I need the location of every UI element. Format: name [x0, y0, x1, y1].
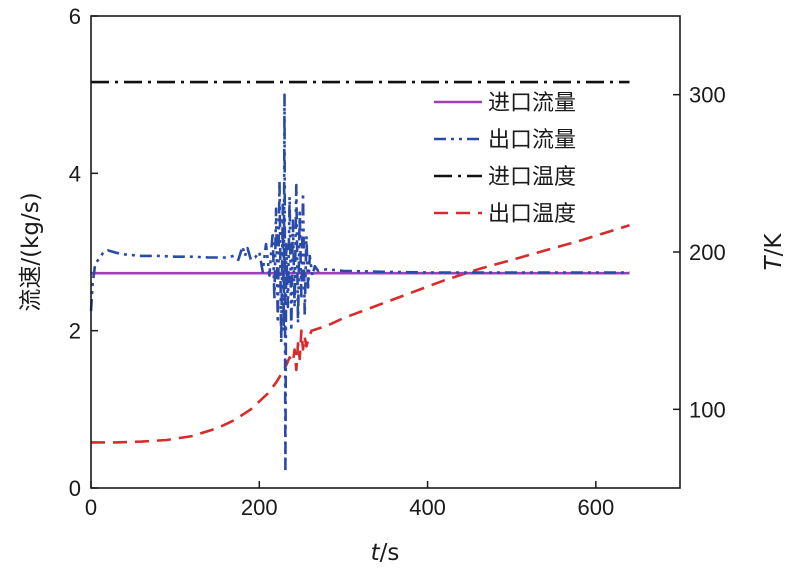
y-left-tick-label: 6 — [69, 4, 81, 29]
y-left-tick-label: 2 — [69, 319, 81, 344]
legend-label-4: 出口温度 — [488, 202, 576, 227]
y-left-axis-title: 流速/(kg/s) — [18, 192, 44, 311]
x-axis-title-unit: /s — [380, 540, 400, 566]
legend-label-3: 进口温度 — [488, 165, 576, 190]
x-axis-title-var: t — [371, 540, 381, 566]
y-right-tick-label: 300 — [689, 83, 726, 108]
x-tick-label: 200 — [241, 495, 278, 520]
y-right-tick-label: 200 — [689, 240, 726, 265]
x-tick-label: 600 — [577, 495, 614, 520]
legend-label-2: 出口流量 — [488, 128, 576, 153]
y-right-tick-label: 100 — [689, 397, 726, 422]
plot-lines — [89, 80, 630, 474]
y-left-tick-label: 4 — [69, 161, 81, 186]
legend-label-1: 进口流量 — [488, 91, 576, 116]
y-right-axis-title-unit: /K — [761, 233, 787, 257]
y-right-axis-title: T/K — [761, 233, 787, 271]
series-line-4 — [91, 224, 630, 444]
x-axis-title: t/s — [371, 540, 400, 566]
y-right-axis-title-var: T — [761, 254, 787, 270]
x-tick-label: 400 — [409, 495, 446, 520]
axis-ticks: 0 200 400 600 0 2 4 6 100 200 300 — [69, 4, 726, 520]
y-left-tick-label: 0 — [69, 476, 81, 501]
x-tick-label: 0 — [85, 495, 97, 520]
